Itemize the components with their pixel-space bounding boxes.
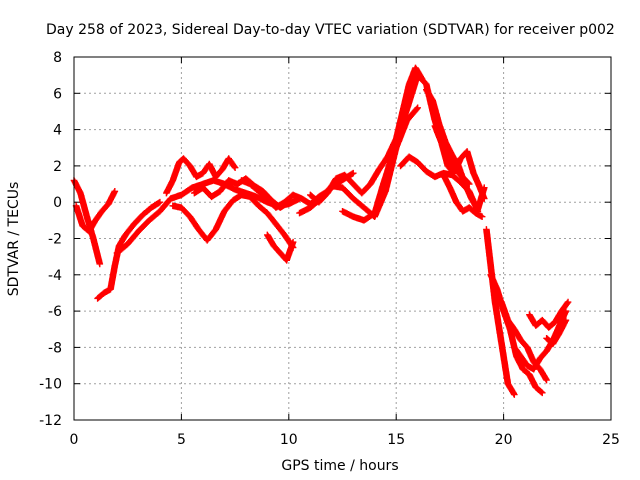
y-tick-label: 0 [53, 195, 62, 211]
y-tick-labels: -12 -10 -8 -6 -4 -2 0 2 4 6 8 [39, 50, 62, 429]
data-point-markers [70, 177, 104, 268]
x-tick-label: 10 [280, 432, 298, 448]
series-track-5 [163, 155, 239, 197]
data-point-markers [169, 191, 297, 251]
series-track-10 [307, 64, 426, 206]
data-point-markers [163, 155, 239, 197]
x-tick-labels: 0 5 10 15 20 25 [70, 432, 620, 448]
series-track-17 [483, 226, 518, 398]
x-axis-label: GPS time / hours [281, 458, 398, 474]
data-point-markers [440, 171, 486, 221]
y-tick-label: 4 [53, 123, 62, 139]
y-tick-label: -2 [48, 232, 62, 248]
series-track-21 [526, 298, 572, 331]
y-tick-label: 8 [53, 50, 62, 66]
y-tick-label: -10 [39, 377, 62, 393]
series-track-9 [264, 231, 297, 264]
data-point-markers [431, 122, 488, 202]
y-tick-label: -12 [39, 413, 62, 429]
series-track-6 [169, 191, 297, 251]
chart-title: Day 258 of 2023, Sidereal Day-to-day VTE… [46, 22, 615, 38]
series-track-2 [72, 188, 119, 235]
data-point-markers [307, 64, 426, 206]
data-series [70, 64, 572, 398]
x-tick-label: 0 [70, 432, 79, 448]
y-tick-label: 6 [53, 86, 62, 102]
series-track-15 [431, 122, 488, 202]
data-point-markers [543, 316, 570, 348]
series-track-16 [440, 171, 486, 221]
series-track-19 [491, 289, 550, 384]
x-tick-label: 5 [177, 432, 186, 448]
data-point-markers [491, 289, 550, 384]
y-axis-label: SDTVAR / TECUs [6, 182, 22, 297]
data-point-markers [526, 298, 572, 331]
plot-frame [73, 56, 612, 421]
y-tick-label: 2 [53, 159, 62, 175]
y-tick-label: -6 [48, 304, 62, 320]
data-point-markers [483, 226, 518, 398]
series-track-22 [543, 316, 570, 348]
x-tick-label: 20 [495, 432, 513, 448]
y-tick-label: -8 [48, 340, 62, 356]
x-tick-label: 25 [602, 432, 620, 448]
x-tick-label: 15 [387, 432, 405, 448]
y-tick-label: -4 [48, 268, 62, 284]
data-point-markers [72, 188, 119, 235]
data-point-markers [264, 231, 297, 264]
series-track-1 [70, 177, 104, 268]
